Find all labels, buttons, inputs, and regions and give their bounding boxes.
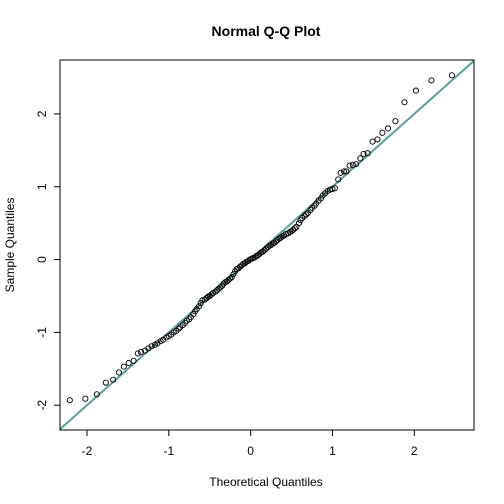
data-point	[317, 195, 325, 202]
x-tick-label: -1	[163, 444, 174, 458]
chart-title: Normal Q-Q Plot	[212, 23, 321, 39]
plot-frame	[59, 59, 475, 431]
y-tick-label: -1	[35, 327, 49, 338]
data-point	[137, 349, 145, 356]
y-tick-label: 1	[35, 183, 49, 190]
data-point	[331, 185, 338, 192]
data-point	[329, 185, 336, 192]
data-point	[346, 162, 353, 169]
data-point	[130, 357, 137, 364]
data-point	[66, 397, 73, 404]
y-axis-label: Sample Quantiles	[3, 198, 17, 293]
data-point	[197, 300, 204, 307]
y-tick-label: -2	[35, 400, 49, 411]
data-point	[175, 325, 182, 332]
data-point	[102, 379, 109, 386]
data-point	[379, 129, 386, 136]
x-axis-label: Theoretical Quantiles	[209, 475, 322, 489]
data-point	[303, 211, 310, 218]
data-point	[196, 303, 203, 310]
data-point	[190, 311, 197, 318]
x-axis: -2 -1 0 1 2	[82, 430, 418, 458]
data-point	[335, 176, 342, 183]
data-point	[230, 271, 237, 278]
data-point	[110, 376, 117, 383]
data-point	[227, 275, 234, 282]
data-point	[353, 161, 360, 168]
data-point	[374, 136, 381, 143]
data-point	[208, 291, 215, 298]
data-points	[66, 72, 455, 404]
x-tick-label: 0	[247, 444, 254, 458]
y-tick-label: 0	[35, 256, 49, 263]
data-point	[360, 150, 367, 158]
data-point	[120, 363, 127, 370]
data-point	[340, 168, 347, 175]
data-point	[291, 225, 298, 232]
data-point	[385, 125, 392, 132]
x-tick-label: -2	[82, 444, 93, 458]
data-point	[115, 369, 122, 376]
data-point	[392, 118, 399, 125]
data-point	[134, 350, 141, 357]
data-point	[148, 343, 155, 350]
data-point	[217, 284, 224, 291]
data-point	[125, 359, 132, 367]
x-tick-label: 1	[329, 444, 336, 458]
data-point	[349, 161, 356, 168]
data-point	[412, 87, 419, 94]
data-point	[82, 395, 89, 402]
y-tick-label: 2	[35, 110, 49, 117]
data-point	[228, 273, 235, 281]
data-point	[448, 72, 455, 79]
data-point	[369, 138, 376, 145]
data-point	[337, 169, 344, 176]
data-point	[357, 155, 364, 162]
x-tick-label: 2	[411, 444, 418, 458]
data-point	[93, 391, 100, 398]
data-point	[401, 99, 408, 106]
data-point	[428, 77, 435, 84]
data-point	[364, 150, 371, 157]
data-point	[295, 220, 302, 227]
y-axis: -2 -1 0 1 2	[35, 110, 60, 411]
data-point	[343, 168, 350, 175]
